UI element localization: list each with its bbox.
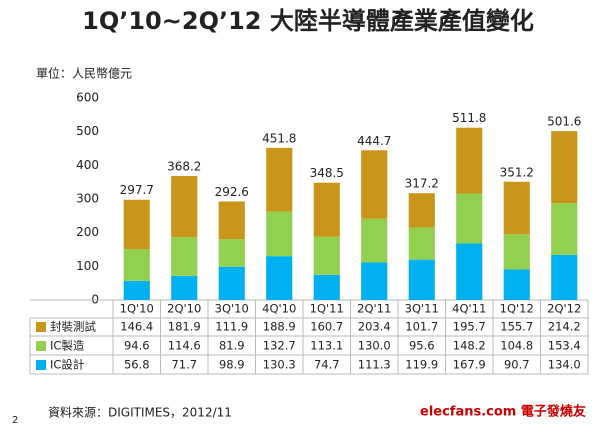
total-label: 444.7: [357, 134, 391, 148]
table-value: 94.6: [124, 339, 150, 353]
table-value: 98.9: [219, 358, 245, 372]
table-value: 81.9: [219, 339, 245, 353]
bar-segment: [313, 236, 340, 275]
x-tick-label: 1Q'12: [500, 302, 534, 316]
table-value: 104.8: [500, 339, 533, 353]
bar-segment: [123, 199, 150, 250]
bar-segment: [503, 269, 530, 300]
table-value: 195.7: [453, 320, 486, 334]
table-value: 113.1: [310, 339, 343, 353]
bar-segment: [408, 227, 435, 260]
source: 資料來源：DIGITIMES，2012/11: [48, 406, 232, 420]
table-value: 203.4: [358, 320, 391, 334]
table-value: 101.7: [405, 320, 438, 334]
x-tick-label: 3Q'11: [405, 302, 439, 316]
bar-segment: [313, 182, 340, 237]
y-tick-label: 300: [76, 192, 99, 206]
bar-segment: [266, 147, 293, 212]
x-tick-label: 2Q'11: [357, 302, 391, 316]
bar-segment: [218, 239, 245, 267]
bar-segment: [361, 218, 388, 263]
x-tick-label: 1Q'11: [310, 302, 344, 316]
y-tick-label: 100: [76, 259, 99, 273]
chart-title: 1Q’10~2Q’12 大陸半導體產業產值變化: [82, 7, 534, 35]
table-value: 132.7: [263, 339, 296, 353]
bar-segment: [456, 193, 483, 244]
legend-label: IC製造: [50, 339, 85, 353]
total-label: 292.6: [215, 185, 249, 199]
table-value: 181.9: [168, 320, 201, 334]
x-tick-label: 2Q'10: [167, 302, 201, 316]
table-value: 119.9: [405, 358, 438, 372]
x-tick-label: 2Q'12: [547, 302, 581, 316]
legend-swatch: [36, 322, 46, 332]
bar-segment: [551, 254, 578, 300]
total-label: 317.2: [405, 177, 439, 191]
bar-segment: [361, 262, 388, 300]
total-label: 511.8: [452, 111, 486, 125]
y-tick-label: 500: [76, 124, 99, 138]
bar-segment: [123, 249, 150, 281]
table-value: 56.8: [124, 358, 150, 372]
legend-swatch: [36, 341, 46, 351]
y-tick-label: 600: [76, 91, 99, 105]
legend-label: 封裝測試: [50, 320, 96, 334]
bar-segment: [313, 274, 340, 300]
table-value: 167.9: [453, 358, 486, 372]
legend-swatch: [36, 360, 46, 370]
table-value: 188.9: [263, 320, 296, 334]
bar-segment: [456, 127, 483, 194]
total-label: 351.2: [500, 165, 534, 179]
bar-segment: [503, 181, 530, 235]
table-value: 90.7: [504, 358, 530, 372]
bar-segment: [218, 266, 245, 300]
bar-segment: [171, 275, 198, 300]
total-label: 501.6: [547, 115, 581, 129]
table-value: 160.7: [310, 320, 343, 334]
x-tick-label: 3Q'10: [215, 302, 249, 316]
table-value: 155.7: [500, 320, 533, 334]
total-label: 368.2: [167, 160, 201, 174]
bar-segment: [171, 176, 198, 238]
bar-segment: [266, 256, 293, 300]
table-value: 71.7: [171, 358, 197, 372]
table-value: 214.2: [548, 320, 581, 334]
bar-segment: [171, 237, 198, 276]
table-value: 148.2: [453, 339, 486, 353]
table-value: 111.9: [215, 320, 248, 334]
bar-segment: [551, 203, 578, 255]
x-tick-label: 1Q'10: [120, 302, 154, 316]
bar-segment: [218, 201, 245, 240]
total-label: 451.8: [262, 131, 296, 145]
bar-segment: [551, 131, 578, 204]
table-value: 130.0: [358, 339, 391, 353]
bar-segment: [266, 211, 293, 257]
bar-segment: [123, 280, 150, 300]
bar-segment: [408, 193, 435, 228]
total-label: 348.5: [310, 166, 344, 180]
total-label: 297.7: [120, 183, 154, 197]
legend-label: IC設計: [50, 358, 84, 372]
y-tick-label: 400: [76, 158, 99, 172]
y-tick-label: 200: [76, 225, 99, 239]
table-value: 130.3: [263, 358, 296, 372]
table-value: 134.0: [548, 358, 581, 372]
watermark: elecfans.com 電子發燒友: [420, 404, 586, 420]
unit-label: 單位：人民幣億元: [36, 66, 132, 81]
table-value: 146.4: [120, 320, 153, 334]
bar-segment: [408, 259, 435, 300]
table-value: 153.4: [548, 339, 581, 353]
table-value: 114.6: [168, 339, 201, 353]
table-value: 111.3: [358, 358, 391, 372]
x-tick-label: 4Q'10: [262, 302, 296, 316]
bar-segment: [456, 243, 483, 300]
table-value: 74.7: [314, 358, 340, 372]
bar-segment: [503, 234, 530, 270]
table-value: 95.6: [409, 339, 435, 353]
bar-segment: [361, 150, 388, 219]
x-tick-label: 4Q'11: [452, 302, 486, 316]
page-number: 2: [12, 415, 18, 426]
